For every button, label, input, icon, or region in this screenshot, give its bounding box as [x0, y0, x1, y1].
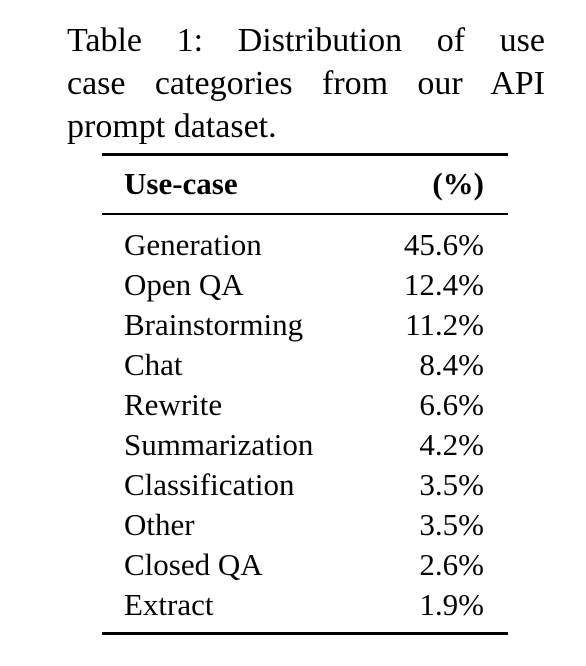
table-row: Open QA 12.4% [0, 265, 586, 305]
row-use-case: Summarization [124, 427, 314, 462]
row-percent: 45.6% [403, 227, 484, 262]
caption-line: case categories from our API [67, 65, 545, 102]
row-use-case: Closed QA [124, 547, 263, 582]
row-percent: 3.5% [419, 507, 484, 542]
table-row: Rewrite 6.6% [0, 385, 586, 425]
table-row: Generation 45.6% [0, 225, 586, 265]
row-percent: 12.4% [403, 267, 484, 302]
row-use-case: Open QA [124, 267, 244, 302]
row-percent: 1.9% [419, 587, 484, 622]
row-percent: 3.5% [419, 467, 484, 502]
table-top-rule [102, 153, 508, 156]
table-row: Other 3.5% [0, 505, 586, 545]
row-use-case: Brainstorming [124, 307, 304, 342]
header-use-case: Use-case [124, 166, 238, 201]
table-row: Chat 8.4% [0, 345, 586, 385]
table-row: Extract 1.9% [0, 585, 586, 625]
row-use-case: Other [124, 507, 195, 542]
table-row: Summarization 4.2% [0, 425, 586, 465]
row-percent: 4.2% [419, 427, 484, 462]
row-use-case: Classification [124, 467, 295, 502]
row-use-case: Chat [124, 347, 183, 382]
table-row: Classification 3.5% [0, 465, 586, 505]
table-header-rule [102, 213, 508, 215]
table-row: Closed QA 2.6% [0, 545, 586, 585]
row-percent: 2.6% [419, 547, 484, 582]
row-use-case: Generation [124, 227, 262, 262]
row-percent: 11.2% [405, 307, 484, 342]
header-percent: (%) [432, 166, 484, 201]
row-use-case: Extract [124, 587, 214, 622]
row-use-case: Rewrite [124, 387, 223, 422]
caption-line: prompt dataset. [67, 108, 277, 145]
table-row: Brainstorming 11.2% [0, 305, 586, 345]
row-percent: 8.4% [419, 347, 484, 382]
table-header: Use-case (%) [0, 164, 586, 204]
table-bottom-rule [102, 632, 508, 635]
table-body: Generation 45.6% Open QA 12.4% Brainstor… [0, 225, 586, 625]
row-percent: 6.6% [419, 387, 484, 422]
table-caption: Table 1: Distribution of use case catego… [67, 19, 545, 148]
caption-line: Table 1: Distribution of use [67, 22, 545, 59]
